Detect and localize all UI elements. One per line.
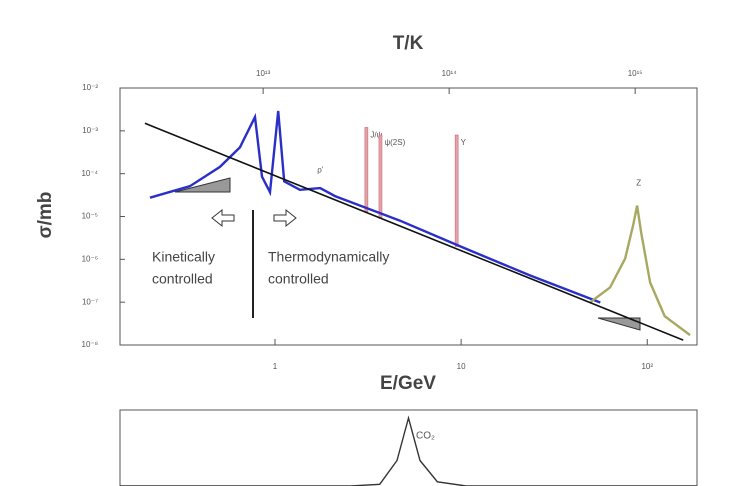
lower-line [120,415,697,486]
y-tick-label: 10⁻³ [82,126,98,135]
y-tick-label: 10⁻⁸ [82,340,99,349]
y-axis-title: σ/mb [35,192,56,239]
x2-tick-label: 10¹³ [256,69,271,78]
region-label: controlled [152,271,213,287]
x-tick-label: 10 [457,362,466,371]
right-arrow [273,208,297,228]
resonance-label: Υ [461,138,467,147]
resonance [454,134,459,247]
y-tick-label: 10⁻² [82,83,98,92]
resonance-label: ψ(2S) [384,138,405,147]
annotation: Z [636,178,641,187]
region-label: controlled [268,271,329,287]
series-line [149,110,601,304]
resonance [378,134,383,219]
region-label: Kinetically [152,249,215,265]
lower-annotation: CO₂ [416,431,435,442]
x-tick-label: 1 [273,362,278,371]
resonance [364,127,369,212]
region-label: Thermodynamically [268,249,389,265]
resonance-label: J/ψ [370,131,382,140]
top-axis-title: T/K [393,33,424,54]
y-tick-label: 10⁻⁶ [82,254,98,263]
series-line [144,122,684,341]
annotation: ρ' [317,165,324,174]
plot-frame [119,87,698,346]
slope-triangle [597,317,641,331]
left-arrow [211,208,235,228]
x2-tick-label: 10¹⁴ [442,69,458,78]
lower-panel-frame [119,409,698,486]
series-line [589,205,691,337]
y-tick-label: 10⁻⁵ [82,212,98,221]
slope-triangle [174,177,231,193]
y-tick-label: 10⁻⁴ [81,169,98,178]
x-tick-label: 10² [641,362,653,371]
x2-tick-label: 10¹⁵ [628,69,643,78]
y-tick-label: 10⁻⁷ [82,297,98,306]
x-axis-title: E/GeV [380,373,436,394]
